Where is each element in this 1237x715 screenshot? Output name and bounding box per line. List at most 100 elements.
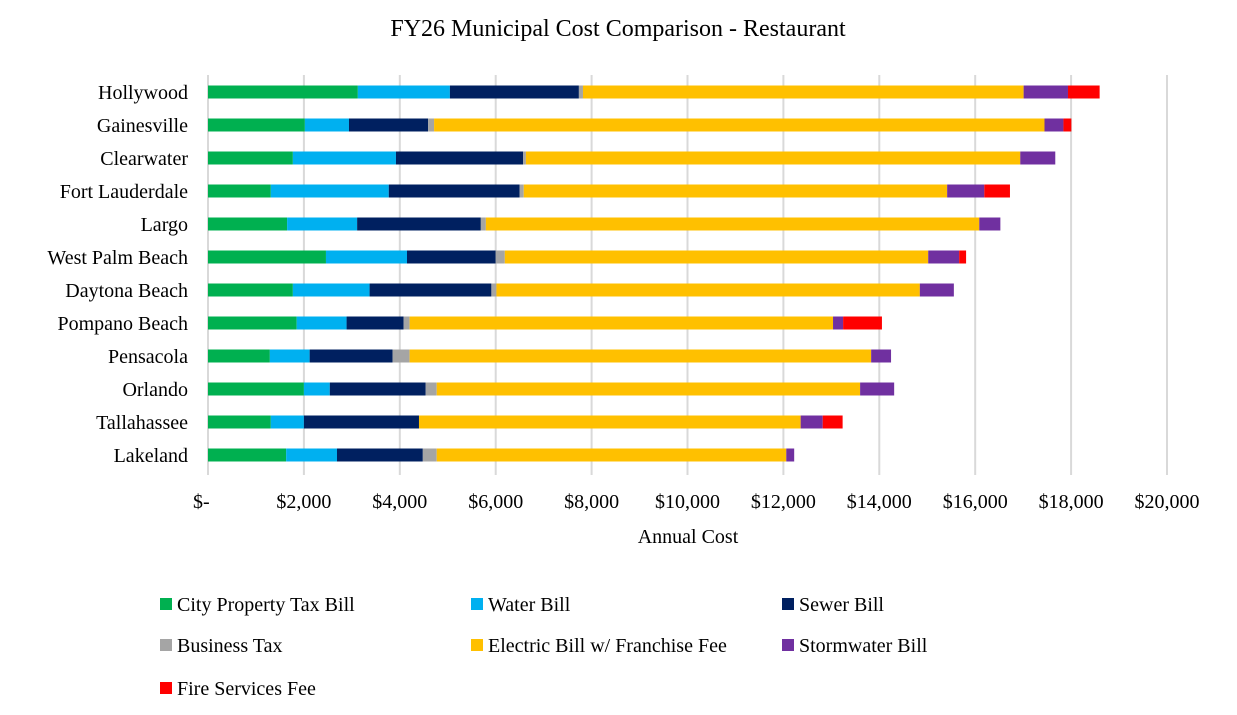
bar-segment: [406, 250, 496, 264]
bar-segment: [480, 217, 486, 231]
bar-segment: [292, 283, 370, 297]
category-label: Lakeland: [114, 445, 188, 467]
bar-segment: [436, 382, 861, 396]
category-label: Orlando: [122, 379, 188, 401]
x-tick-label: $8,000: [564, 491, 619, 513]
bar-segment: [303, 382, 330, 396]
x-tick-label: $-: [193, 491, 210, 513]
bar-segment: [418, 415, 801, 429]
bar-segment: [436, 448, 787, 462]
x-axis-label: Annual Cost: [638, 526, 739, 548]
bar-segment: [947, 184, 985, 198]
bar-segment: [270, 415, 304, 429]
legend-swatch: [471, 639, 483, 651]
category-label: Tallahassee: [96, 412, 188, 434]
bar-segment: [329, 382, 426, 396]
legend-label: Fire Services Fee: [177, 678, 316, 700]
bar-segment: [208, 316, 297, 330]
bar-segment: [287, 217, 358, 231]
bar-segment: [403, 316, 410, 330]
bar-segment: [296, 316, 347, 330]
bar-segment: [409, 349, 872, 363]
x-tick-label: $12,000: [751, 491, 816, 513]
x-tick-label: $2,000: [276, 491, 331, 513]
bar-segment: [786, 448, 795, 462]
bar-segment: [357, 85, 450, 99]
bar-segment: [325, 250, 407, 264]
legend-label: Electric Bill w/ Franchise Fee: [488, 635, 727, 657]
bar-segment: [409, 316, 834, 330]
bar-segment: [843, 316, 882, 330]
bar-segment: [860, 382, 895, 396]
bar-segment: [800, 415, 823, 429]
bar-segment: [270, 184, 389, 198]
bar-segment: [369, 283, 492, 297]
category-label: Pensacola: [108, 346, 188, 368]
category-label: Daytona Beach: [65, 280, 188, 302]
category-label: Largo: [141, 214, 188, 236]
x-tick-label: $16,000: [943, 491, 1008, 513]
bar-segment: [292, 151, 396, 165]
legend-swatch: [160, 598, 172, 610]
bar-segment: [208, 448, 287, 462]
legend-label: Business Tax: [177, 635, 282, 657]
category-label: Clearwater: [100, 148, 188, 170]
x-tick-label: $4,000: [372, 491, 427, 513]
bar-segment: [578, 85, 583, 99]
bar-segment: [304, 118, 349, 132]
bar-segment: [449, 85, 579, 99]
bar-segment: [434, 118, 1045, 132]
bar-segment: [822, 415, 843, 429]
chart-title: FY26 Municipal Cost Comparison - Restaur…: [390, 16, 846, 42]
gridlines: [207, 75, 1168, 475]
legend-swatch: [782, 598, 794, 610]
bar-segment: [388, 184, 520, 198]
bar-segment: [348, 118, 429, 132]
category-label: Hollywood: [98, 82, 188, 104]
bar-segment: [357, 217, 481, 231]
bars: [208, 85, 1100, 462]
legend-swatch: [782, 639, 794, 651]
legend-label: City Property Tax Bill: [177, 594, 355, 616]
bar-segment: [208, 217, 288, 231]
bar-segment: [1067, 85, 1100, 99]
legend: City Property Tax Bill Water Bill Sewer Bi…: [160, 594, 928, 700]
bar-segment: [495, 250, 505, 264]
legend-swatch: [160, 682, 172, 694]
bar-segment: [1023, 85, 1068, 99]
bar-segment: [208, 415, 271, 429]
bar-segment: [919, 283, 954, 297]
legend-label: Sewer Bill: [799, 594, 884, 616]
category-label: Fort Lauderdale: [60, 181, 188, 203]
legend-swatch: [160, 639, 172, 651]
bar-segment: [1044, 118, 1064, 132]
bar-segment: [208, 382, 304, 396]
bar-segment: [392, 349, 410, 363]
category-label: West Palm Beach: [47, 247, 188, 269]
bar-segment: [984, 184, 1010, 198]
bar-segment: [286, 448, 337, 462]
bar-segment: [519, 184, 524, 198]
bar-segment: [395, 151, 524, 165]
bar-segment: [1063, 118, 1072, 132]
bar-segment: [485, 217, 980, 231]
legend-label: Stormwater Bill: [799, 635, 928, 657]
bar-segment: [582, 85, 1024, 99]
bar-segment: [336, 448, 423, 462]
bar-segment: [1020, 151, 1056, 165]
category-labels: Hollywood Gainesville Clearwater Fort Laude…: [47, 82, 188, 467]
bar-segment: [303, 415, 419, 429]
category-label: Gainesville: [97, 115, 188, 137]
bar-segment: [928, 250, 960, 264]
bar-segment: [425, 382, 437, 396]
bar-segment: [208, 118, 305, 132]
bar-segment: [346, 316, 404, 330]
bar-segment: [525, 151, 1021, 165]
bar-segment: [871, 349, 892, 363]
x-tick-label: $14,000: [847, 491, 912, 513]
bar-segment: [979, 217, 1001, 231]
bar-segment: [208, 283, 293, 297]
bar-segment: [208, 85, 358, 99]
x-tick-label: $10,000: [655, 491, 720, 513]
